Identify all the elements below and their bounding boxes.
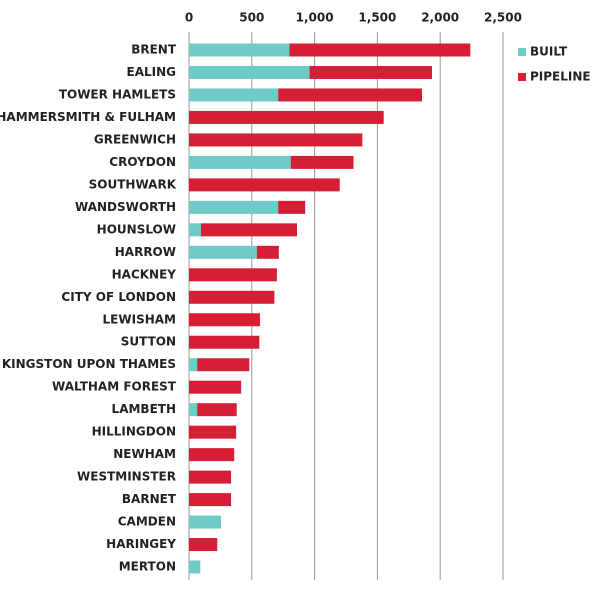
x-tick-label: 1,000	[296, 11, 334, 25]
y-tick-label: WALTHAM FOREST	[52, 380, 177, 394]
bar-segment	[189, 110, 384, 124]
y-tick-label: LEWISHAM	[103, 312, 176, 326]
y-tick-label: NEWHAM	[113, 447, 176, 461]
bar-segment	[189, 515, 222, 529]
bar-segment	[189, 380, 242, 394]
bar-segment	[189, 65, 310, 79]
x-tick-label: 1,500	[358, 11, 396, 25]
y-tick-label: HACKNEY	[112, 267, 177, 281]
bar-segment	[189, 223, 201, 237]
y-tick-label: HAMMERSMITH & FULHAM	[0, 110, 176, 124]
bar-segment	[189, 200, 279, 214]
bar-segment	[189, 178, 340, 192]
bar-segment	[200, 223, 298, 237]
bar-segment	[189, 470, 232, 484]
bar-segment	[278, 200, 306, 214]
x-tick-label: 500	[239, 11, 264, 25]
y-tick-label: SOUTHWARK	[89, 177, 177, 191]
y-tick-label: SUTTON	[121, 335, 176, 349]
bar-segment	[189, 268, 277, 282]
bar-segment	[189, 88, 279, 102]
legend-swatch	[518, 48, 526, 56]
legend-label: BUILT	[530, 45, 568, 59]
bar-segment	[278, 88, 422, 102]
bar-segment	[189, 313, 260, 327]
legend-label: PIPELINE	[530, 70, 591, 84]
bar-segment	[197, 403, 237, 417]
bar-segment	[197, 358, 250, 372]
y-tick-label: HARINGEY	[106, 537, 176, 551]
bar-segment	[189, 155, 291, 169]
y-tick-label: TOWER HAMLETS	[59, 87, 176, 101]
y-tick-label: HARROW	[115, 245, 176, 259]
x-tick-label: 2,000	[421, 11, 459, 25]
y-tick-label: GREENWICH	[94, 132, 176, 146]
bar-segment	[189, 290, 275, 304]
bar-segment	[189, 538, 218, 552]
bar-segment	[290, 155, 354, 169]
x-tick-label: 2,500	[484, 11, 522, 25]
bar-segment	[189, 560, 201, 574]
y-tick-label: WESTMINSTER	[77, 470, 176, 484]
y-tick-label: CROYDON	[109, 155, 176, 169]
bar-segment	[189, 245, 257, 259]
bar-segment	[309, 65, 433, 79]
y-tick-label: WANDSWORTH	[75, 200, 176, 214]
y-tick-label: CAMDEN	[118, 515, 176, 529]
y-tick-label: EALING	[127, 65, 177, 79]
y-tick-label: CITY OF LONDON	[61, 290, 176, 304]
y-tick-label: MERTON	[119, 560, 176, 574]
y-tick-label: BARNET	[122, 492, 177, 506]
y-tick-label: HOUNSLOW	[97, 222, 176, 236]
bar-segment	[256, 245, 279, 259]
y-tick-label: KINGSTON UPON THAMES	[2, 357, 176, 371]
y-tick-label: LAMBETH	[112, 402, 176, 416]
bar-segment	[289, 43, 471, 57]
bar-segment	[189, 335, 260, 349]
bar-segment	[189, 493, 232, 507]
x-tick-label: 0	[185, 11, 193, 25]
bar-segment	[189, 425, 237, 439]
bar-segment	[189, 448, 235, 462]
bar-segment	[189, 403, 198, 417]
bar-segment	[189, 133, 363, 147]
legend-swatch	[518, 73, 526, 81]
y-tick-label: BRENT	[131, 43, 177, 57]
bar-segment	[189, 43, 290, 57]
y-tick-label: HILLINGDON	[92, 425, 176, 439]
bar-segment	[189, 358, 198, 372]
